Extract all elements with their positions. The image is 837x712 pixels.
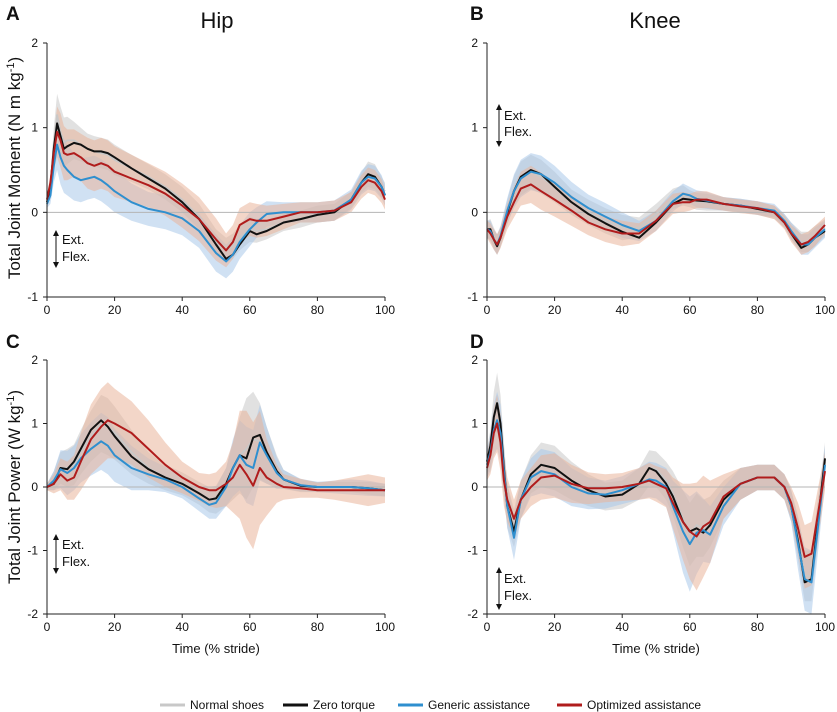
flex-annotation-b: Flex.	[504, 124, 532, 139]
y-tick-label-d: -2	[467, 607, 478, 621]
x-tick-label-a: 100	[375, 303, 395, 317]
legend-label-generic-assistance: Generic assistance	[428, 698, 530, 712]
x-tick-label-c: 60	[243, 620, 257, 634]
y-axis-label-power: Total Joint Power (W kg-1)	[5, 390, 24, 584]
band-b-normal-shoes	[487, 154, 825, 255]
x-tick-label-a: 60	[243, 303, 257, 317]
x-tick-label-c: 80	[311, 620, 325, 634]
y-tick-label-d: 1	[471, 417, 478, 431]
x-tick-label-d: 80	[751, 620, 765, 634]
y-tick-label-b: 2	[471, 36, 478, 50]
y-tick-label-d: 2	[471, 353, 478, 367]
y-tick-label-b: 1	[471, 121, 478, 135]
band-d-generic-assistance	[487, 391, 825, 614]
y-tick-label-c: -2	[27, 607, 38, 621]
x-tick-label-b: 80	[751, 303, 765, 317]
x-tick-label-c: 0	[44, 620, 51, 634]
y-axis-label-moment-sup: -1	[5, 62, 17, 72]
y-axis-label-power-end: )	[5, 390, 24, 396]
y-tick-label-d: -1	[467, 544, 478, 558]
x-tick-label-a: 20	[108, 303, 122, 317]
x-tick-label-b: 0	[484, 303, 491, 317]
legend-label-zero-torque: Zero torque	[313, 698, 375, 712]
x-tick-label-d: 0	[484, 620, 491, 634]
band-a-optimized-assistance	[47, 106, 385, 268]
flex-annotation-d: Flex.	[504, 588, 532, 603]
y-tick-label-b: 0	[471, 205, 478, 219]
band-d-optimized-assistance	[487, 394, 825, 591]
x-tick-label-d: 60	[683, 620, 697, 634]
y-tick-label-a: 0	[31, 205, 38, 219]
x-tick-label-d: 100	[815, 620, 835, 634]
series-line-b-optimized-assistance	[486, 183, 826, 246]
ext-annotation-b: Ext.	[504, 108, 526, 123]
panel-letter-c: C	[6, 332, 20, 353]
x-tick-label-a: 0	[44, 303, 51, 317]
x-tick-label-c: 20	[108, 620, 122, 634]
x-axis-label-left: Time (% stride)	[172, 641, 260, 656]
panel-letter-d: D	[470, 332, 484, 353]
legend: Normal shoes Zero torque Generic assista…	[160, 698, 701, 712]
ext-annotation-a: Ext.	[62, 232, 84, 247]
x-tick-label-d: 40	[616, 620, 630, 634]
y-tick-label-c: 1	[31, 417, 38, 431]
y-tick-label-c: 0	[31, 480, 38, 494]
panel-letter-b: B	[470, 4, 484, 25]
y-axis-label-power-main: Total Joint Power (W kg	[5, 405, 24, 584]
column-title-hip: Hip	[200, 8, 233, 33]
flex-annotation-c: Flex.	[62, 554, 90, 569]
ext-annotation-d: Ext.	[504, 571, 526, 586]
panel-letter-a: A	[6, 4, 20, 25]
y-axis-label-moment-end: )	[5, 57, 24, 63]
series-line-c-optimized-assistance	[46, 419, 385, 492]
flex-annotation-a: Flex.	[62, 249, 90, 264]
x-tick-label-b: 20	[548, 303, 562, 317]
x-tick-label-b: 100	[815, 303, 835, 317]
y-axis-label-power-sup: -1	[5, 396, 17, 406]
band-c-optimized-assistance	[47, 382, 385, 550]
band-b-optimized-assistance	[487, 165, 825, 255]
series-line-d-optimized-assistance	[486, 422, 826, 558]
y-tick-label-a: 2	[31, 36, 38, 50]
x-axis-label-right: Time (% stride)	[612, 641, 700, 656]
y-tick-label-c: 2	[31, 353, 38, 367]
x-tick-label-c: 40	[176, 620, 190, 634]
x-tick-label-a: 80	[311, 303, 325, 317]
y-axis-label-moment: Total Joint Moment (N m kg-1)	[5, 57, 24, 279]
x-tick-label-c: 100	[375, 620, 395, 634]
x-tick-label-d: 20	[548, 620, 562, 634]
column-title-knee: Knee	[629, 8, 680, 33]
y-tick-label-a: 1	[31, 121, 38, 135]
series-line-a-optimized-assistance	[46, 130, 386, 252]
x-tick-label-b: 60	[683, 303, 697, 317]
x-tick-label-b: 40	[616, 303, 630, 317]
legend-label-normal-shoes: Normal shoes	[190, 698, 264, 712]
x-tick-label-a: 40	[176, 303, 190, 317]
y-axis-label-moment-main: Total Joint Moment (N m kg	[5, 72, 24, 279]
y-tick-label-b: -1	[467, 290, 478, 304]
y-tick-label-d: 0	[471, 480, 478, 494]
ext-annotation-c: Ext.	[62, 537, 84, 552]
y-tick-label-c: -1	[27, 544, 38, 558]
legend-label-optimized-assistance: Optimized assistance	[587, 698, 701, 712]
y-tick-label-a: -1	[27, 290, 38, 304]
